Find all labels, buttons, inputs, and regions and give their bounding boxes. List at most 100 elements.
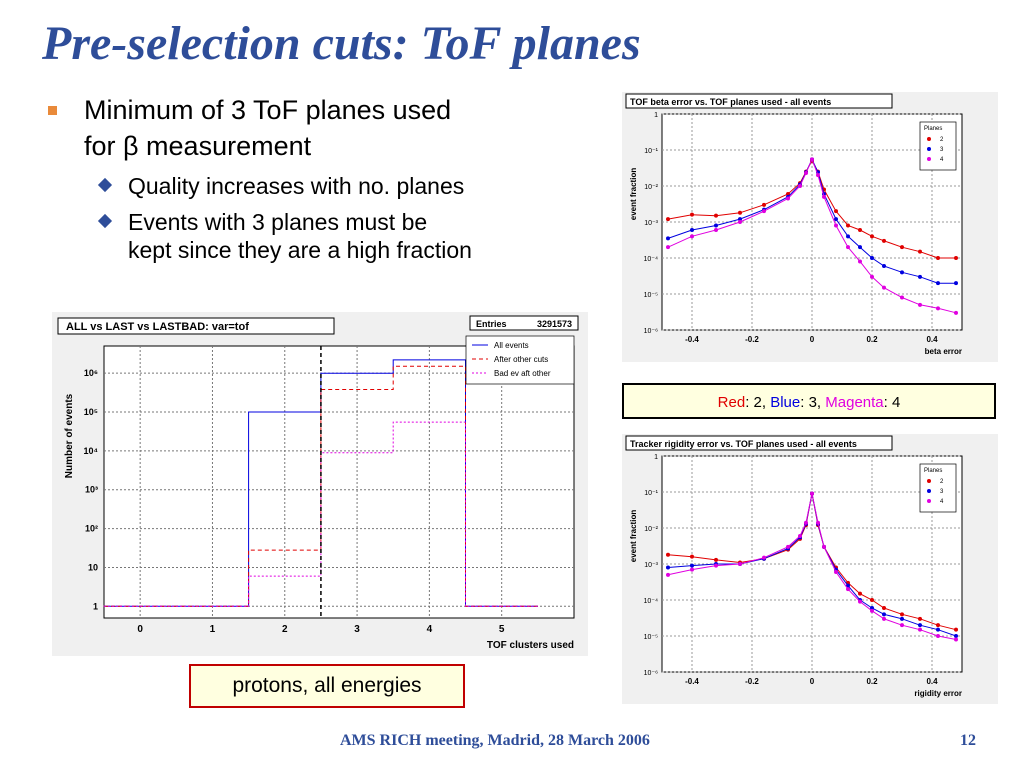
data-point-4 — [714, 227, 718, 232]
data-point-3 — [900, 616, 904, 621]
data-point-4 — [846, 587, 850, 592]
data-point-2 — [714, 557, 718, 562]
data-point-3 — [900, 270, 904, 275]
legend-box — [919, 463, 957, 513]
data-point-4 — [882, 285, 886, 290]
rigidity-error-chart-svg: Tracker rigidity error vs. TOF planes us… — [625, 435, 963, 698]
data-point-2 — [900, 612, 904, 617]
sub-bullet-item: Events with 3 planes must be kept since … — [48, 208, 608, 264]
data-point-4 — [690, 567, 694, 572]
series-line-4 — [667, 157, 957, 314]
legend-entry: After other cuts — [494, 355, 548, 364]
data-point-4 — [936, 634, 940, 638]
series-line-4 — [667, 493, 957, 640]
data-point-2 — [870, 598, 874, 602]
data-point-4 — [738, 562, 742, 566]
y-tick-label: 10⁻¹ — [644, 490, 658, 497]
beta-error-chart: TOF beta error vs. TOF planes used - all… — [622, 92, 998, 362]
y-tick-label: 10⁻¹ — [644, 148, 658, 155]
y-tick-label: 10⁻⁵ — [644, 292, 658, 299]
sub-bullet-line: Events with 3 planes must be — [128, 209, 428, 235]
data-point-2 — [870, 234, 874, 239]
data-point-4 — [738, 220, 742, 224]
x-tick-label: 1 — [210, 624, 216, 635]
sub-bullet-line: Quality increases with no. planes — [128, 173, 465, 199]
x-tick-label: -0.4 — [685, 677, 699, 686]
series-line-2 — [667, 159, 956, 259]
legend-marker-2 — [927, 137, 931, 141]
sub-bullet-line: kept since they are a high fraction — [128, 237, 472, 263]
diamond-bullet-icon — [97, 177, 113, 193]
data-point-4 — [870, 274, 874, 279]
legend-entry: 2 — [940, 137, 944, 143]
data-point-4 — [870, 608, 874, 613]
data-point-2 — [918, 249, 922, 254]
data-point-3 — [936, 627, 940, 632]
y-tick-label: 10⁵ — [84, 407, 98, 417]
data-point-2 — [882, 238, 886, 243]
data-point-3 — [690, 227, 694, 232]
rigidity-error-chart: Tracker rigidity error vs. TOF planes us… — [622, 434, 998, 704]
data-point-3 — [870, 256, 874, 260]
data-point-4 — [816, 173, 820, 178]
y-tick-label: 10⁶ — [84, 368, 98, 378]
x-tick-label: 3 — [354, 624, 360, 635]
chart-title: TOF beta error vs. TOF planes used - all… — [630, 97, 831, 107]
data-point-2 — [738, 210, 742, 215]
x-tick-label: -0.4 — [685, 335, 699, 344]
y-tick-label: 1 — [654, 454, 658, 461]
y-axis-label: event fraction — [629, 168, 638, 221]
data-point-4 — [810, 157, 814, 162]
data-point-4 — [858, 599, 862, 604]
chart-title-box — [625, 93, 893, 109]
data-point-2 — [954, 256, 958, 260]
legend-marker-3 — [927, 489, 931, 493]
data-point-3 — [846, 583, 850, 588]
y-tick-label: 10² — [85, 524, 98, 534]
data-point-3 — [954, 634, 958, 638]
y-tick-label: 10⁻⁴ — [644, 598, 659, 605]
bullet-line: for β measurement — [84, 131, 312, 161]
data-point-3 — [666, 236, 670, 241]
y-tick-label: 10⁻² — [644, 184, 658, 191]
legend-marker-2 — [927, 479, 931, 483]
data-point-4 — [918, 302, 922, 307]
legend-red-value: : 2, — [745, 394, 771, 411]
data-point-4 — [798, 184, 802, 188]
data-point-2 — [900, 245, 904, 250]
x-tick-label: 0 — [810, 677, 815, 686]
slide-title: Pre-selection cuts: ToF planes — [42, 17, 641, 70]
chart-title: Tracker rigidity error vs. TOF planes us… — [630, 439, 857, 449]
data-point-4 — [666, 572, 670, 577]
data-point-4 — [798, 533, 802, 538]
x-tick-label: 0 — [137, 624, 143, 635]
diamond-bullet-icon — [97, 213, 113, 229]
data-point-4 — [954, 637, 958, 642]
data-point-4 — [804, 520, 808, 525]
x-tick-label: 0.4 — [926, 677, 938, 686]
data-point-3 — [882, 612, 886, 617]
data-point-3 — [666, 565, 670, 570]
legend-red-label: Red — [717, 394, 746, 411]
chart-title-box — [625, 435, 893, 451]
y-tick-label: 10⁻² — [644, 526, 658, 533]
data-point-4 — [918, 627, 922, 632]
stats-box — [469, 315, 579, 331]
data-point-3 — [936, 281, 940, 286]
data-point-4 — [822, 194, 826, 199]
x-tick-label: -0.2 — [745, 335, 759, 344]
data-point-4 — [882, 616, 886, 621]
y-tick-label: 10 — [88, 562, 98, 572]
legend-entry: 4 — [940, 499, 944, 505]
data-point-4 — [804, 170, 808, 175]
y-axis-label: event fraction — [629, 510, 638, 563]
data-point-3 — [918, 274, 922, 279]
data-point-3 — [954, 281, 958, 286]
data-point-3 — [738, 217, 742, 222]
data-point-2 — [936, 256, 940, 260]
x-tick-label: 0.2 — [866, 335, 878, 344]
tof-clusters-histogram: ALL vs LAST vs LASTBAD: var=tof Entries 32… — [52, 312, 588, 656]
stats-label: Entries — [476, 319, 507, 329]
chart-title: ALL vs LAST vs LASTBAD: var=tof — [66, 321, 249, 333]
data-point-2 — [918, 616, 922, 621]
